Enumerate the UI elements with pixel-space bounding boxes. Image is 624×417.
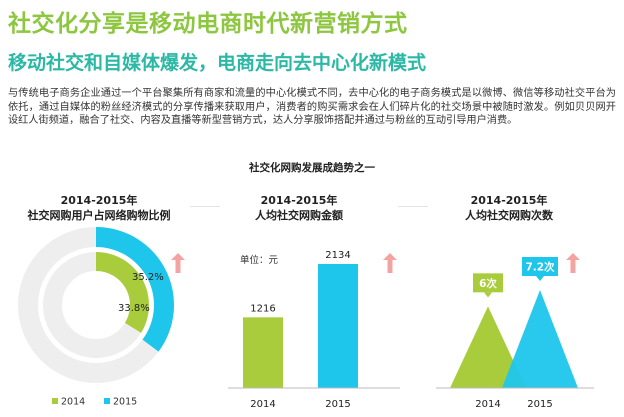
donut-slice-2014 [96,252,149,333]
donut-label-2014: 33.8% [118,303,150,314]
donut-title-line1: 2014-2015年 [60,194,138,207]
donut-chart: 35.2% 33.8% 2014 2015 [18,227,185,408]
triangle-value-label: 7.2次 [525,261,555,274]
count-chart-title: 2014-2015年 人均社交网购次数 [424,193,594,223]
legend-swatch-2015 [104,398,110,404]
count-chart: 6次 2014 7.2次 2015 [436,253,594,410]
triangle-category-label: 2014 [475,399,500,410]
value-box-pointer [536,276,544,281]
legend-label-2015: 2015 [113,397,137,408]
section-title: 社交化网购发展成趋势之一 [249,162,375,174]
up-arrow-icon [171,253,185,273]
bar-title-line2: 人均社交网购金额 [255,209,343,222]
triangle-2015 [502,290,578,388]
count-title-line1: 2014-2015年 [470,194,548,207]
up-arrow-icon [566,253,580,273]
bar-title-line1: 2014-2015年 [260,194,338,207]
bar-2015 [318,264,358,388]
section-divider [190,206,220,207]
section-divider [398,206,428,207]
donut-slice-2015 [96,227,174,352]
value-box-2014 [473,273,503,293]
legend-label-2014: 2014 [61,397,85,408]
donut-title-line2: 社交网购用户占网络购物比例 [27,209,171,222]
count-title-line2: 人均社交网购次数 [465,209,553,222]
bar-2014 [243,317,283,388]
bar-value-label: 1216 [250,303,275,314]
triangle-value-label: 6次 [479,277,497,290]
bar-chart: 1216 2014 2134 2015 [228,250,400,410]
bar-value-label: 2134 [325,250,350,261]
bar-unit-label: 单位：元 [240,255,279,266]
donut-chart-title: 2014-2015年 社交网购用户占网络购物比例 [14,193,184,223]
page-title: 社交化分享是移动电商时代新营销方式 [8,11,408,37]
bar-category-label: 2015 [325,399,350,410]
triangle-2014 [450,306,526,388]
donut-label-2015: 35.2% [132,272,164,283]
up-arrow-icon [383,253,397,273]
value-box-2015 [522,257,558,276]
bar-chart-title: 2014-2015年 人均社交网购金额 [214,193,384,223]
triangle-category-label: 2015 [527,399,552,410]
bar-category-label: 2014 [250,399,275,410]
intro-paragraph: 与传统电子商务企业通过一个平台聚集所有商家和流量的中心化模式不同，去中心化的电子… [8,88,616,126]
value-box-pointer [484,292,492,298]
page-subtitle: 移动社交和自媒体爆发，电商走向去中心化新模式 [8,52,427,74]
legend-swatch-2014 [52,398,58,404]
